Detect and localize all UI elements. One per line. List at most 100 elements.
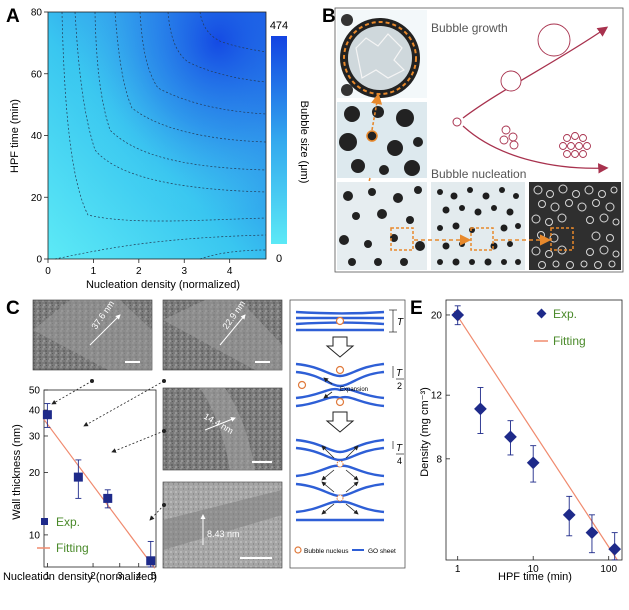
- heatmap-contours: [54, 11, 267, 260]
- roi-box-1: [390, 227, 414, 251]
- y-tick-label: 8: [436, 454, 442, 465]
- panel-e: E 1 10 100 8 12 20 HPF time (min) Density (mg…: [410, 298, 623, 583]
- panel-a-xlabel: Nucleation density (normalized): [86, 279, 240, 291]
- legend-nucleus-marker: [294, 546, 302, 554]
- colorbar-max: 474: [270, 20, 288, 32]
- nucleated-bubbles-many: [559, 132, 591, 158]
- nucleus-stage-1: [335, 316, 345, 326]
- fit-line: [43, 419, 156, 569]
- x-tick-label: 3: [117, 571, 123, 582]
- y-tick-label: 50: [29, 386, 41, 397]
- y-tick-label: 20: [29, 468, 41, 479]
- y-tick-label: 30: [29, 431, 41, 442]
- growth-bubble-medium: [500, 70, 522, 92]
- x-tick-label: 10: [528, 564, 540, 575]
- tem-4-thickness: 8.43 nm: [207, 529, 240, 539]
- x-tick-label: 4: [136, 571, 142, 582]
- go-sheets-stage-3: [295, 438, 385, 522]
- y-tick-label-a: 40: [31, 131, 43, 142]
- bubble-growth-label: Bubble growth: [431, 21, 508, 35]
- panel-c-plot: 1 2 3 4 5 10 20 30 40 50: [29, 386, 157, 583]
- panel-e-legend: Exp. Fitting: [534, 307, 586, 348]
- y-tick-label-a: 20: [31, 193, 43, 204]
- thickness-T-quarter: T: [396, 443, 403, 454]
- data-point: [103, 493, 113, 503]
- panel-c-label: C: [6, 298, 20, 319]
- bubble-nucleation-label: Bubble nucleation: [431, 167, 526, 181]
- process-arrow-1: [325, 336, 355, 358]
- data-point: [73, 472, 83, 482]
- growth-bubble-large: [537, 23, 571, 57]
- plot-frame: [445, 299, 623, 561]
- data-point: [474, 402, 487, 416]
- micrograph-2x: [431, 182, 525, 270]
- panel-e-xlabel: HPF time (min): [498, 571, 572, 583]
- panel-d: D T Expansion T 2: [289, 298, 406, 569]
- legend-exp-marker: [41, 518, 48, 525]
- x-tick-label: 5: [151, 571, 157, 582]
- thickness-quarter-denominator: 4: [397, 456, 402, 466]
- data-point: [42, 410, 52, 420]
- y-tick-label: 10: [29, 530, 41, 541]
- y-tick-label: 40: [29, 406, 41, 417]
- data-point: [526, 456, 540, 470]
- panel-c: C 37.6 nm 22.9 nm 14.4 nm 8.43 nm 1 2 3 4 51…: [3, 298, 283, 583]
- x-tick-label-a: 2: [136, 266, 142, 277]
- legend-e-fit-label: Fitting: [553, 334, 586, 348]
- panel-a-label: A: [6, 6, 20, 27]
- x-tick-label-a: 4: [227, 266, 233, 277]
- panel-c-xlabel: Nucleation density (normalized): [3, 571, 157, 583]
- nucleation-arrow: [462, 125, 609, 174]
- legend-exp-label: Exp.: [56, 515, 80, 529]
- legend-nucleus-label: Bubble nucleus: [304, 548, 349, 555]
- legend-e-exp-marker: [536, 308, 547, 319]
- colorbar-min: 0: [276, 253, 282, 265]
- x-tick-label-a: 1: [91, 266, 97, 277]
- legend-e-exp-label: Exp.: [553, 307, 577, 321]
- data-point: [608, 542, 622, 556]
- expansion-label: Expansion: [340, 387, 368, 393]
- data-point: [504, 430, 517, 444]
- x-tick-label: 100: [600, 564, 617, 575]
- heatmap-hotspot: [48, 12, 266, 259]
- legend-sheet-label: GO sheet: [368, 548, 396, 555]
- fit-line: [453, 310, 618, 561]
- x-tick-label-a: 3: [181, 266, 187, 277]
- legend-fit-label: Fitting: [56, 541, 89, 555]
- panel-e-plot: 1 10 100 8 12 20: [431, 299, 623, 575]
- colorbar: [271, 36, 287, 244]
- process-arrow-2: [325, 411, 355, 433]
- colorbar-label: Bubble size (μm): [298, 101, 310, 184]
- tem-connectors: [51, 380, 165, 521]
- x-tick-label-a: 0: [45, 266, 51, 277]
- panel-c-legend: Exp. Fitting: [37, 515, 89, 555]
- data-point: [451, 308, 465, 322]
- panel-b-label: B: [322, 6, 336, 27]
- y-tick-label-a: 80: [31, 8, 43, 19]
- growth-arrow: [462, 26, 609, 119]
- micrograph-5x: [529, 182, 621, 270]
- thickness-T: T: [397, 317, 404, 328]
- thickness-half-denominator: 2: [397, 381, 402, 391]
- panel-c-ylabel: Wall thickness (nm): [11, 424, 23, 520]
- y-tick-label: 20: [431, 310, 443, 321]
- panel-a-ylabel: HPF time (min): [9, 99, 21, 173]
- data-point: [562, 508, 576, 522]
- y-tick-label-a: 0: [36, 255, 42, 266]
- y-tick-label-a: 60: [31, 69, 43, 80]
- x-tick-label: 1: [45, 571, 51, 582]
- nucleated-bubbles-few: [499, 125, 519, 150]
- x-tick-label: 1: [455, 564, 461, 575]
- panel-e-ylabel: Density (mg cm⁻³): [419, 387, 431, 477]
- zoom-link-upper: [371, 92, 383, 131]
- x-tick-label: 2: [90, 571, 96, 582]
- plot-frame: [43, 389, 157, 568]
- y-tick-label: 12: [431, 391, 443, 402]
- panel-e-label: E: [410, 298, 423, 319]
- data-point: [146, 556, 156, 566]
- panel-b: B: [322, 6, 624, 273]
- seed-bubble: [452, 117, 462, 127]
